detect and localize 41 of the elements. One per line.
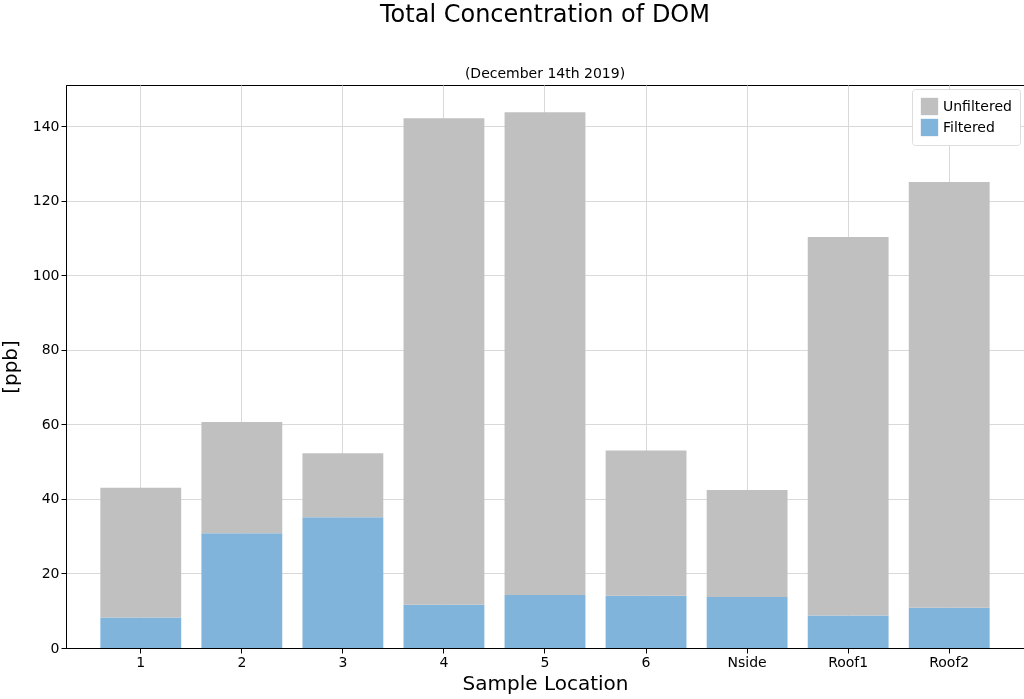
bar — [605, 450, 687, 596]
x-tick-label: 5 — [540, 653, 550, 670]
x-tick-label: 4 — [439, 653, 449, 670]
bar — [908, 607, 990, 648]
x-tick-label: Roof2 — [929, 653, 970, 670]
y-tick-label: 80 — [41, 341, 60, 358]
x-tick-label: Roof1 — [828, 653, 869, 670]
x-axis-title: Sample Location — [462, 670, 629, 695]
bar — [706, 489, 788, 597]
legend-label: Filtered — [943, 118, 995, 135]
y-tick-label: 0 — [50, 639, 60, 656]
y-tick-label: 140 — [32, 117, 60, 134]
y-tick-label: 60 — [41, 415, 60, 432]
y-tick-label: 40 — [41, 490, 60, 507]
bar — [100, 487, 182, 618]
legend-label: Unfiltered — [943, 97, 1012, 114]
chart-subtitle: (December 14th 2019) — [464, 65, 626, 81]
bar — [201, 533, 283, 648]
bar — [403, 604, 485, 648]
bar — [302, 517, 384, 648]
bar — [807, 237, 889, 616]
x-tick-label: 6 — [641, 653, 651, 670]
y-tick-label: 120 — [32, 192, 60, 209]
bar — [403, 118, 485, 605]
bar — [302, 453, 384, 518]
y-tick-label: 20 — [41, 564, 60, 581]
bar — [605, 595, 687, 648]
bar — [100, 617, 182, 648]
y-axis-title: [ppb] — [0, 340, 22, 394]
x-tick-label: Nside — [727, 653, 767, 670]
x-tick-label: 1 — [136, 653, 146, 670]
x-tick-label: 2 — [237, 653, 247, 670]
y-tick-label: 100 — [32, 266, 60, 283]
bar — [201, 422, 283, 534]
chart-title: Total Concentration of DOM — [379, 0, 710, 28]
bar — [908, 181, 990, 608]
x-tick-label: 3 — [338, 653, 348, 670]
bar — [504, 112, 586, 596]
bar — [504, 595, 586, 648]
bar — [706, 596, 788, 648]
bar — [807, 615, 889, 648]
